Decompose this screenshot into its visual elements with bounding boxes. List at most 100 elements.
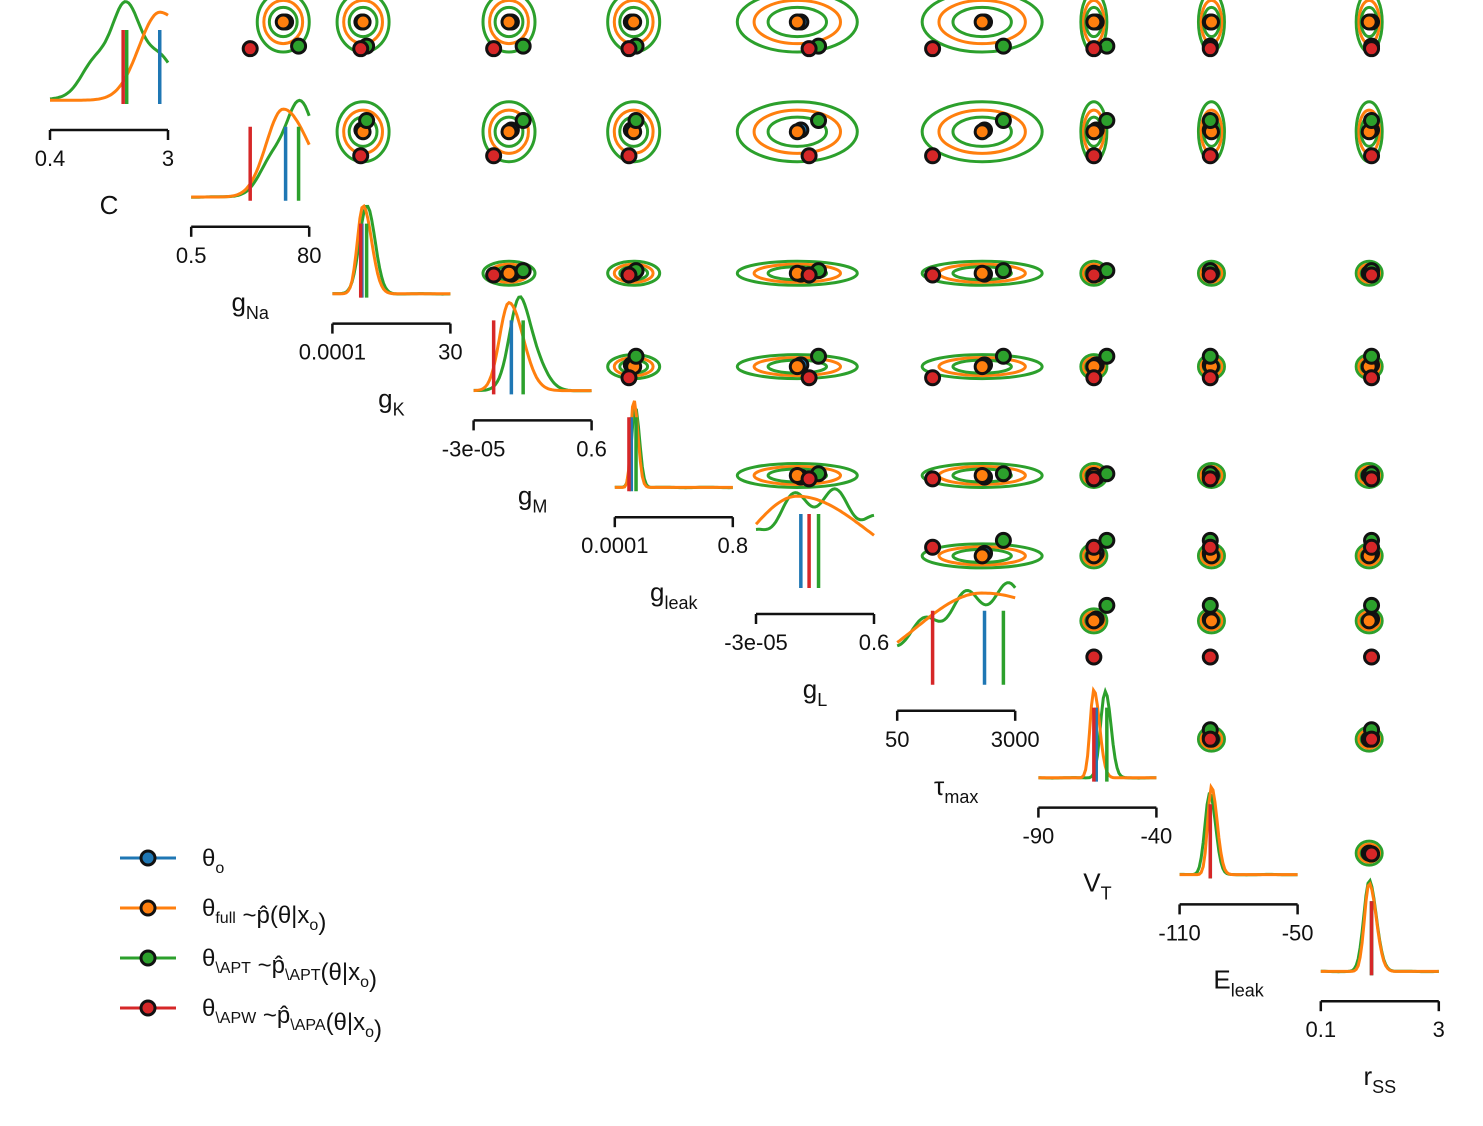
contour-2 <box>951 115 1013 148</box>
axis-label-sub: leak <box>665 593 699 613</box>
contour-1 <box>488 0 530 46</box>
point-theta_APW-g_K-g_L <box>800 266 818 284</box>
contour-0 <box>920 353 1044 381</box>
contour-1 <box>937 108 1027 155</box>
diagonal-axes: 0.4 3 C 0.5 80 gNa 0.0001 30 gK -3e-05 0.6 gM 0.0001… <box>35 128 1445 1097</box>
point-theta_APW-C-g_M <box>485 40 503 58</box>
tick-label-high: 30 <box>438 340 462 365</box>
point-theta_APW-g_Na-g_K <box>352 147 370 165</box>
marginal-g_L <box>754 487 875 588</box>
legend-text-part: θ <box>202 995 215 1022</box>
marginal-g_M <box>473 295 592 395</box>
point-theta_full-C-E_leak <box>1202 13 1220 31</box>
axis-V_T: -90 -40 VT <box>1023 806 1173 904</box>
point-theta_APT-g_M-V_T <box>1098 347 1116 365</box>
point-theta_APW-g_L-r_SS <box>1363 538 1381 556</box>
legend-entry-theta_APT: θ\APT ~p̂\APT(θ|xo) <box>120 945 377 993</box>
tick-label-high: -50 <box>1282 920 1314 945</box>
parameter-points <box>241 13 1381 863</box>
contour-2 <box>493 5 525 39</box>
tick-label-high: 0.8 <box>718 533 749 558</box>
legend-text-part: ) <box>369 966 377 993</box>
legend-subscript: o <box>215 860 224 877</box>
point-theta_APW-g_K-V_T <box>1085 266 1103 284</box>
axis-label-sub: leak <box>1231 980 1265 1000</box>
point-theta_full-g_M-tau_max <box>973 358 991 376</box>
point-theta_APW-g_leak-g_L <box>800 470 818 488</box>
marginal-C <box>49 0 170 104</box>
point-theta_APW-g_Na-g_leak <box>620 147 638 165</box>
point-theta_full-C-g_L <box>788 13 806 31</box>
point-theta_APW-g_leak-V_T <box>1085 470 1103 488</box>
density-apt-E_leak <box>1179 792 1298 877</box>
point-theta_full-g_Na-g_M <box>500 123 518 141</box>
point-theta_APW-g_L-tau_max <box>924 538 942 556</box>
point-theta_APW-g_Na-V_T <box>1085 147 1103 165</box>
axis-label-g_leak: gleak <box>650 577 698 613</box>
contour-0 <box>606 259 662 287</box>
density-full-r_SS <box>1320 881 1439 973</box>
point-theta_full-C-g_K <box>354 13 372 31</box>
axis-label-r_SS: rSS <box>1363 1061 1396 1097</box>
marginal-densities <box>49 0 1439 976</box>
legend-entry-theta_full: θfull ~p̂(θ|xo) <box>120 895 326 936</box>
point-theta_full-tau_max-r_SS <box>1360 612 1378 630</box>
point-theta_APW-g_L-V_T <box>1085 538 1103 556</box>
contour-2 <box>267 5 299 39</box>
contour-0 <box>735 100 859 164</box>
axis-g_Na: 0.5 80 gNa <box>176 225 321 323</box>
contour-1 <box>488 108 530 155</box>
point-theta_APW-g_Na-g_L <box>800 147 818 165</box>
point-theta_APT-g_leak-tau_max <box>994 465 1012 483</box>
point-theta_APT-g_M-g_L <box>810 347 828 365</box>
contour-0 <box>1196 461 1226 489</box>
cell-C-tau_max <box>920 0 1044 54</box>
point-theta_APT-C-g_Na <box>290 37 308 55</box>
legend-text-part: (θ|x <box>321 959 361 986</box>
contour-1 <box>937 0 1027 46</box>
point-theta_APT-g_L-V_T <box>1098 531 1116 549</box>
point-theta_APT-g_Na-V_T <box>1098 112 1116 130</box>
point-theta_APW-g_L-E_leak <box>1201 538 1219 556</box>
point-theta_APW-C-g_leak <box>620 40 638 58</box>
tick-label-low: 0.1 <box>1306 1017 1337 1042</box>
contour-1 <box>262 0 305 46</box>
legend-subscript: o <box>309 917 318 934</box>
contour-1 <box>752 262 842 284</box>
marginal-V_T <box>1038 686 1157 782</box>
cell-g_Na-g_L <box>735 100 859 164</box>
tick-label-low: 0.4 <box>35 146 66 171</box>
legend-marker <box>139 999 157 1017</box>
marginal-r_SS <box>1320 877 1439 976</box>
contour-0 <box>920 461 1044 489</box>
axis-label-g_L: gL <box>803 674 827 710</box>
point-theta_full-C-g_leak <box>625 13 643 31</box>
point-theta_APW-tau_max-V_T <box>1085 648 1103 666</box>
tick-label-high: -40 <box>1141 824 1173 849</box>
point-theta_APT-g_Na-E_leak <box>1201 112 1219 130</box>
axis-label-g_M: gM <box>518 480 547 516</box>
contour-0 <box>255 0 311 54</box>
point-theta_APW-g_K-g_leak <box>620 266 638 284</box>
point-theta_full-C-g_Na <box>274 13 292 31</box>
point-theta_APT-g_Na-tau_max <box>994 112 1012 130</box>
density-apt-tau_max <box>896 581 1017 648</box>
tick-label-high: 0.6 <box>576 436 607 461</box>
density-apt-C <box>49 0 170 101</box>
point-theta_APT-C-g_M <box>514 37 532 55</box>
legend-subscript: \APA <box>290 1017 326 1034</box>
point-theta_APW-g_M-E_leak <box>1201 369 1219 387</box>
contour-2 <box>766 115 828 148</box>
legend-text-part: ) <box>374 1016 382 1043</box>
axis-g_L: -3e-05 0.6 gL <box>724 612 890 710</box>
legend-label: θ\APW ~p̂\APA(θ|xo) <box>202 995 382 1043</box>
legend-text-part: ~p̂(θ|x <box>236 902 310 929</box>
contour-0 <box>481 0 537 54</box>
marginal-tau_max <box>896 581 1017 685</box>
tick-label-high: 0.6 <box>859 630 890 655</box>
contour-0 <box>1079 607 1109 635</box>
point-theta_APT-g_K-tau_max <box>994 262 1012 280</box>
cell-g_Na-tau_max <box>920 100 1044 164</box>
legend-subscript: o <box>365 1024 374 1041</box>
tick-label-low: 0.0001 <box>581 533 648 558</box>
